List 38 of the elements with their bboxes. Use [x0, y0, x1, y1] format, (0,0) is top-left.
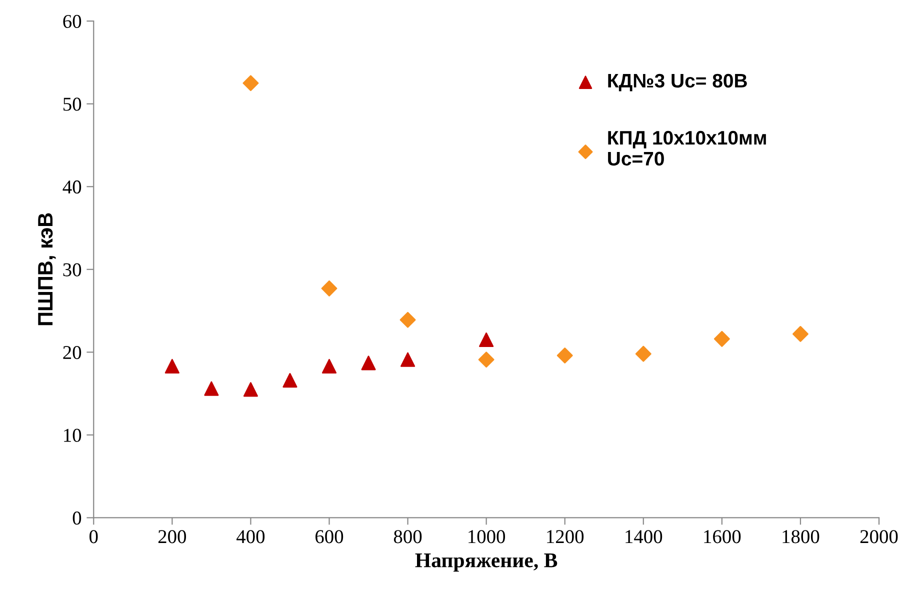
x-tick-label: 1600 [704, 530, 741, 544]
x-tick-label: 600 [315, 530, 344, 544]
point [361, 356, 376, 370]
x-tick-label: 200 [158, 530, 186, 544]
legend-label: КПД 10x10x10мм Uc=70 [608, 130, 766, 166]
point [164, 358, 180, 374]
legend-label: КД№3 Uc= 80В [608, 74, 747, 92]
point [478, 352, 494, 368]
point [321, 280, 338, 296]
point [400, 352, 416, 367]
x-tick-label: 2000 [860, 530, 898, 544]
y-tick-label: 10 [64, 428, 82, 442]
point [243, 382, 258, 397]
y-tick-label: 50 [64, 98, 82, 111]
point [322, 358, 337, 374]
x-tick-label: 400 [236, 530, 265, 544]
point [282, 373, 298, 388]
point [556, 348, 573, 364]
point [635, 346, 652, 362]
x-tick-label: 800 [394, 530, 422, 544]
x-tick-label: 1000 [468, 530, 506, 544]
y-tick-label: 30 [63, 263, 82, 276]
x-tick-label: 0 [90, 530, 98, 544]
y-tick-label: 0 [72, 512, 82, 525]
x-axis-title: Напряжение, В [415, 554, 558, 572]
x-tick-label: 1400 [626, 530, 662, 544]
y-tick-label: 20 [63, 346, 82, 360]
y-axis-title: ПШПВ, кэВ [38, 213, 56, 326]
point [479, 332, 494, 348]
point [400, 312, 416, 328]
y-tick-label: 40 [62, 180, 82, 194]
point [242, 75, 259, 92]
point [792, 326, 808, 342]
point [714, 330, 730, 347]
x-tick-label: 1200 [547, 530, 584, 544]
x-tick-label: 1800 [782, 530, 820, 544]
y-tick-label: 60 [63, 14, 82, 28]
point [204, 381, 219, 396]
